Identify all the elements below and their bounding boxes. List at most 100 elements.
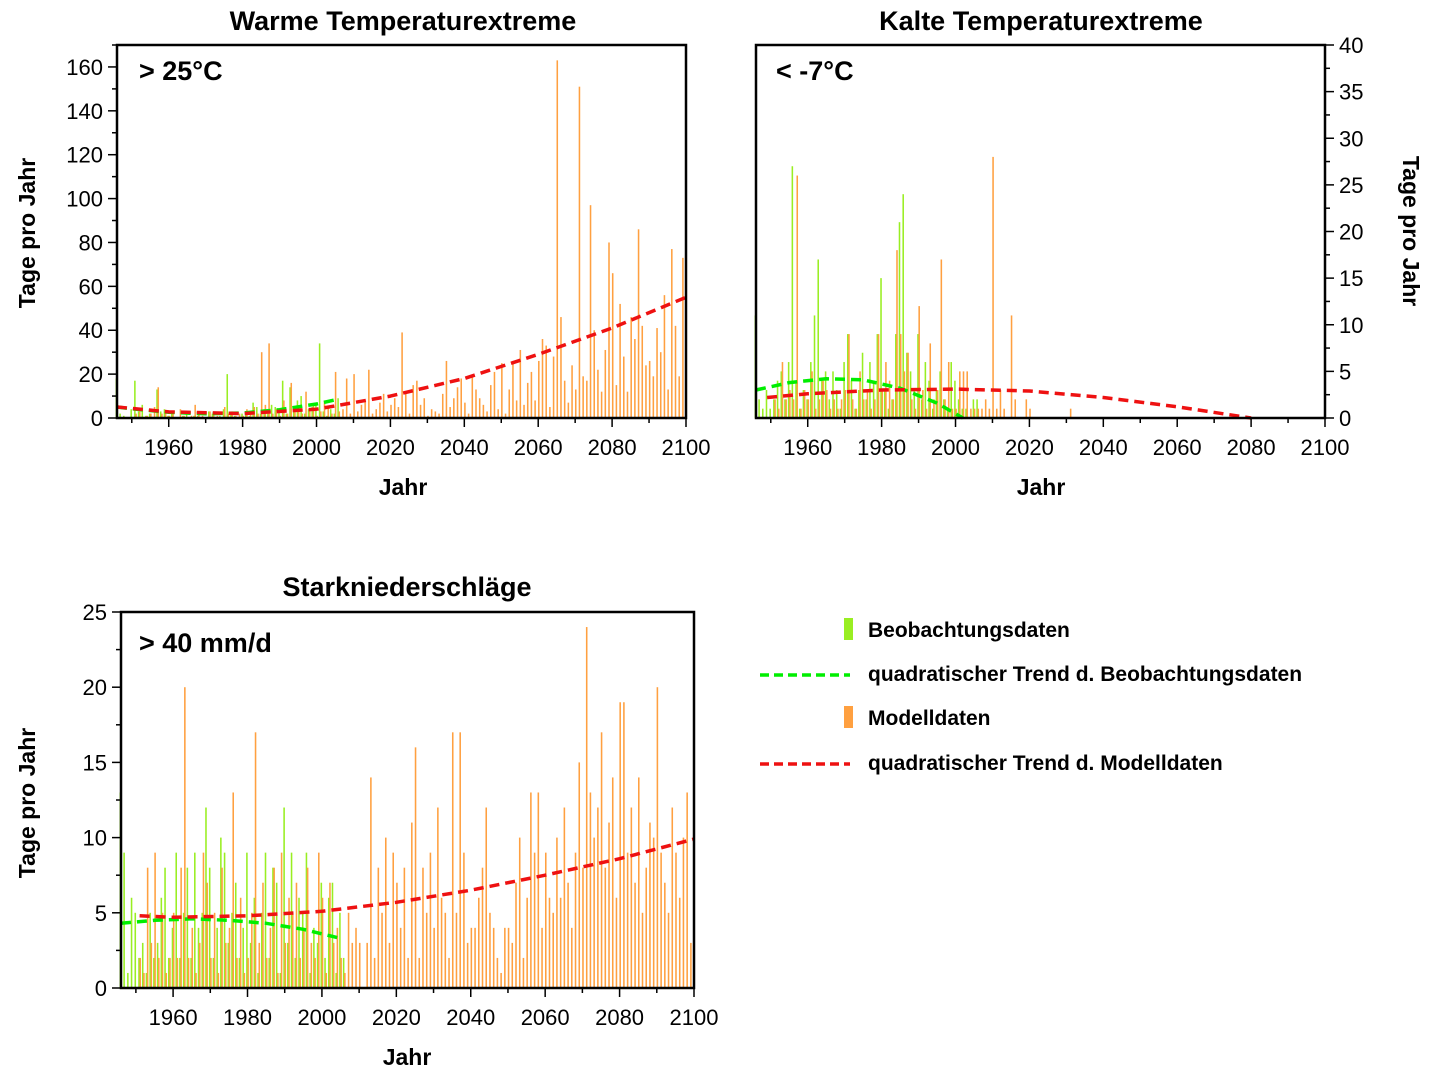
model-bar	[962, 371, 965, 419]
obs-bar	[339, 912, 341, 988]
y-axis-label: Tage pro Jahr	[14, 158, 40, 308]
model-bar	[254, 732, 257, 988]
obs-bar	[275, 882, 278, 988]
model-bar	[366, 942, 368, 988]
model-bar	[541, 927, 543, 988]
model-bar	[892, 399, 895, 418]
model-bar	[604, 867, 607, 988]
model-bar	[340, 957, 342, 988]
y-tick-label: 20	[79, 362, 103, 387]
plot-frame	[754, 43, 1327, 420]
model-bar	[397, 407, 400, 418]
obs-bar	[835, 390, 838, 418]
obs-bar	[957, 399, 960, 418]
model-bar	[414, 747, 417, 988]
obs-bar	[171, 413, 173, 418]
y-tick-label: 160	[66, 55, 103, 80]
model-bar	[138, 411, 141, 418]
obs-bar	[138, 957, 140, 988]
model-bar	[1029, 408, 1031, 418]
model-bar	[403, 867, 406, 988]
x-tick-label: 2100	[670, 1005, 719, 1030]
obs-bar	[290, 852, 293, 988]
y-axis-label: Tage pro Jahr	[14, 728, 40, 878]
model-bar	[1025, 399, 1028, 418]
y-tick-label: 120	[66, 143, 103, 168]
model-bar	[995, 408, 998, 418]
model-bar	[379, 402, 381, 418]
model-bar	[1014, 399, 1017, 418]
model-bar	[667, 389, 669, 418]
model-bar	[368, 369, 370, 418]
model-bar	[139, 957, 141, 988]
model-bar	[384, 837, 387, 988]
model-bar	[227, 413, 230, 418]
model-bar	[290, 382, 293, 418]
model-bar	[323, 400, 326, 418]
condition-label: < -7°C	[776, 56, 854, 86]
model-bar	[660, 852, 662, 988]
model-bar	[210, 957, 212, 988]
legend-model-trend-label: quadratischer Trend d. Modelldaten	[868, 752, 1223, 775]
model-bar	[291, 912, 294, 988]
x-axis-label: Jahr	[383, 1044, 432, 1070]
model-bar	[896, 250, 898, 418]
y-tick-label: 25	[83, 600, 107, 625]
obs-bar	[259, 413, 262, 418]
y-tick-label: 10	[1339, 313, 1363, 338]
model-bar	[191, 927, 194, 988]
model-bar	[593, 837, 595, 988]
model-bar	[785, 399, 787, 418]
model-bar	[914, 408, 917, 418]
obs-bar	[185, 413, 188, 418]
obs-bar	[832, 371, 834, 419]
model-bar	[597, 807, 599, 988]
obs-bar	[839, 408, 842, 418]
model-bar	[959, 371, 961, 419]
obs-bar	[316, 942, 319, 988]
model-bar	[511, 942, 514, 988]
x-tick-label: 1960	[783, 435, 832, 460]
x-tick-label: 2020	[366, 435, 415, 460]
model-bar	[589, 205, 592, 418]
observation-trend-line	[120, 917, 341, 941]
model-bar	[597, 369, 599, 418]
x-tick-label: 2000	[292, 435, 341, 460]
obs-bar	[156, 942, 159, 988]
obs-bar	[817, 259, 819, 418]
y-tick-label: 40	[79, 318, 103, 343]
model-bar	[623, 702, 625, 988]
x-tick-label: 1980	[218, 435, 267, 460]
model-bar	[571, 365, 573, 418]
model-bar	[375, 409, 378, 418]
obs-bar	[160, 897, 163, 988]
model-bar	[161, 912, 164, 988]
obs-bar	[843, 362, 845, 418]
obs-bar	[149, 912, 151, 988]
model-bar	[453, 398, 455, 418]
model-bar	[866, 390, 869, 418]
obs-bar	[119, 413, 121, 418]
model-bar	[456, 387, 459, 418]
model-bar	[399, 927, 402, 988]
model-bar	[371, 413, 374, 418]
obs-bar	[207, 411, 210, 418]
obs-bar	[776, 380, 779, 418]
model-bar	[331, 413, 333, 418]
model-bar	[407, 957, 409, 988]
obs-bar	[791, 166, 794, 418]
model-bar	[988, 408, 991, 418]
y-tick-label: 40	[1339, 33, 1363, 58]
obs-bar	[123, 852, 125, 988]
model-bar	[951, 408, 954, 418]
model-bar	[466, 942, 469, 988]
y-tick-label: 20	[83, 675, 107, 700]
obs-bar	[850, 380, 853, 418]
model-trend-line	[139, 837, 695, 920]
obs-bar	[190, 957, 192, 988]
model-bar	[345, 378, 348, 418]
obs-bar	[285, 413, 288, 418]
obs-bar	[298, 897, 300, 988]
model-bar	[822, 380, 824, 418]
obs-bar	[159, 411, 162, 418]
